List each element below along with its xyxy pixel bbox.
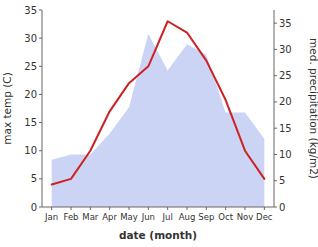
y2-tick-label: 0	[279, 202, 285, 213]
y-tick-label: 15	[24, 117, 37, 128]
y-tick-label: 0	[31, 202, 37, 213]
x-tick	[71, 207, 72, 210]
x-tick-label: Sep	[198, 212, 214, 222]
y2-tick-label: 35	[279, 18, 292, 29]
chart-svg: 0 5 10 15 20 25 30 35 0 5 10 15 20 25 30 35 Jan Feb MarApr…	[0, 0, 318, 247]
y2-tick-label: 5	[279, 175, 285, 186]
x-tick	[225, 207, 226, 210]
x-tick-label: Feb	[63, 212, 78, 222]
x-tick-label: Apr	[102, 212, 117, 222]
y2-tick-label: 30	[279, 44, 292, 55]
x-axis-label: date (month)	[119, 229, 197, 241]
y2-tick	[274, 23, 277, 24]
x-tick	[264, 207, 265, 210]
x-tick	[129, 207, 130, 210]
y2-tick	[274, 75, 277, 76]
x-tick-label: Aug	[179, 212, 196, 222]
y2-tick	[274, 49, 277, 50]
y-tick	[39, 94, 42, 95]
y2-tick	[274, 207, 277, 208]
x-tick-label: Jan	[44, 212, 58, 222]
x-tick-label: May	[120, 212, 138, 222]
y-tick	[39, 207, 42, 208]
y-tick-label: 5	[31, 173, 37, 184]
y2-tick-label: 15	[279, 123, 292, 134]
x-tick	[187, 207, 188, 210]
x-tick-label: Nov	[237, 212, 254, 222]
y2-tick	[274, 154, 277, 155]
x-tick-label: Dec	[256, 212, 273, 222]
x-tick-label: Oct	[218, 212, 233, 222]
y-tick	[39, 178, 42, 179]
x-tick	[167, 207, 168, 210]
y2-tick	[274, 101, 277, 102]
y-tick-label: 35	[24, 5, 37, 16]
temp-line	[52, 21, 265, 184]
y2-tick-label: 20	[279, 96, 292, 107]
chart-container: 0 5 10 15 20 25 30 35 0 5 10 15 20 25 30 35 Jan Feb MarApr…	[0, 0, 318, 247]
x-tick	[51, 207, 52, 210]
y2-axis-label: med. precipitation (kg/m2)	[308, 38, 318, 179]
y2-tick-label: 10	[279, 149, 292, 160]
y-tick	[39, 10, 42, 11]
y-axis-line	[42, 10, 43, 207]
y2-tick-label: 25	[279, 70, 292, 81]
x-tick	[109, 207, 110, 210]
y-tick	[39, 38, 42, 39]
y-tick-label: 20	[24, 89, 37, 100]
x-tick-label: Jul	[162, 212, 173, 222]
plot-area	[52, 21, 265, 207]
y-tick-label: 10	[24, 145, 37, 156]
y2-tick	[274, 180, 277, 181]
y-tick-label: 30	[24, 33, 37, 44]
x-axis-line	[42, 207, 274, 208]
y-axis-label: max temp (C)	[1, 72, 13, 145]
y-tick	[39, 66, 42, 67]
x-tick	[245, 207, 246, 210]
y-tick	[39, 150, 42, 151]
y-tick-label: 25	[24, 61, 37, 72]
y2-axis-line	[274, 10, 275, 207]
x-tick	[148, 207, 149, 210]
x-tick	[206, 207, 207, 210]
x-tick-label: Jun	[141, 212, 155, 222]
x-tick-label: Mar	[82, 212, 99, 222]
x-tick	[90, 207, 91, 210]
y2-tick	[274, 128, 277, 129]
y-tick	[39, 122, 42, 123]
